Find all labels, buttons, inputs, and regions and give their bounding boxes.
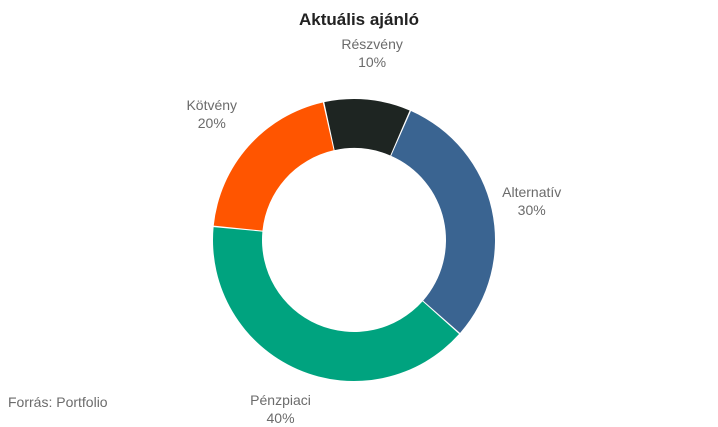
source-note: Forrás: Portfolio bbox=[8, 394, 108, 410]
slice-label-reszveny: Részvény 10% bbox=[341, 35, 402, 71]
slice-value-label: 30% bbox=[517, 201, 546, 218]
slice-value-label: 40% bbox=[266, 409, 295, 426]
donut-slice-pénzpiaci bbox=[213, 227, 460, 381]
slice-label-penzpiaci: Pénzpiaci 40% bbox=[250, 391, 311, 427]
slice-label-kotveny: Kötvény 20% bbox=[186, 96, 237, 132]
slice-category-label: Alternatív bbox=[502, 183, 562, 200]
slice-category-label: Részvény bbox=[341, 35, 403, 52]
slice-value-label: 10% bbox=[358, 53, 387, 70]
donut-chart bbox=[213, 99, 495, 381]
slice-category-label: Pénzpiaci bbox=[250, 391, 311, 408]
chart-title: Aktuális ajánló bbox=[299, 10, 419, 29]
donut-slice-alternatív bbox=[391, 111, 495, 333]
slice-label-alternativ: Alternatív 30% bbox=[502, 183, 561, 219]
slice-value-label: 20% bbox=[197, 115, 226, 131]
slice-category-label: Kötvény bbox=[186, 97, 238, 113]
donut-slice-kötvény bbox=[213, 102, 334, 231]
donut-slice-részvény bbox=[324, 99, 410, 156]
